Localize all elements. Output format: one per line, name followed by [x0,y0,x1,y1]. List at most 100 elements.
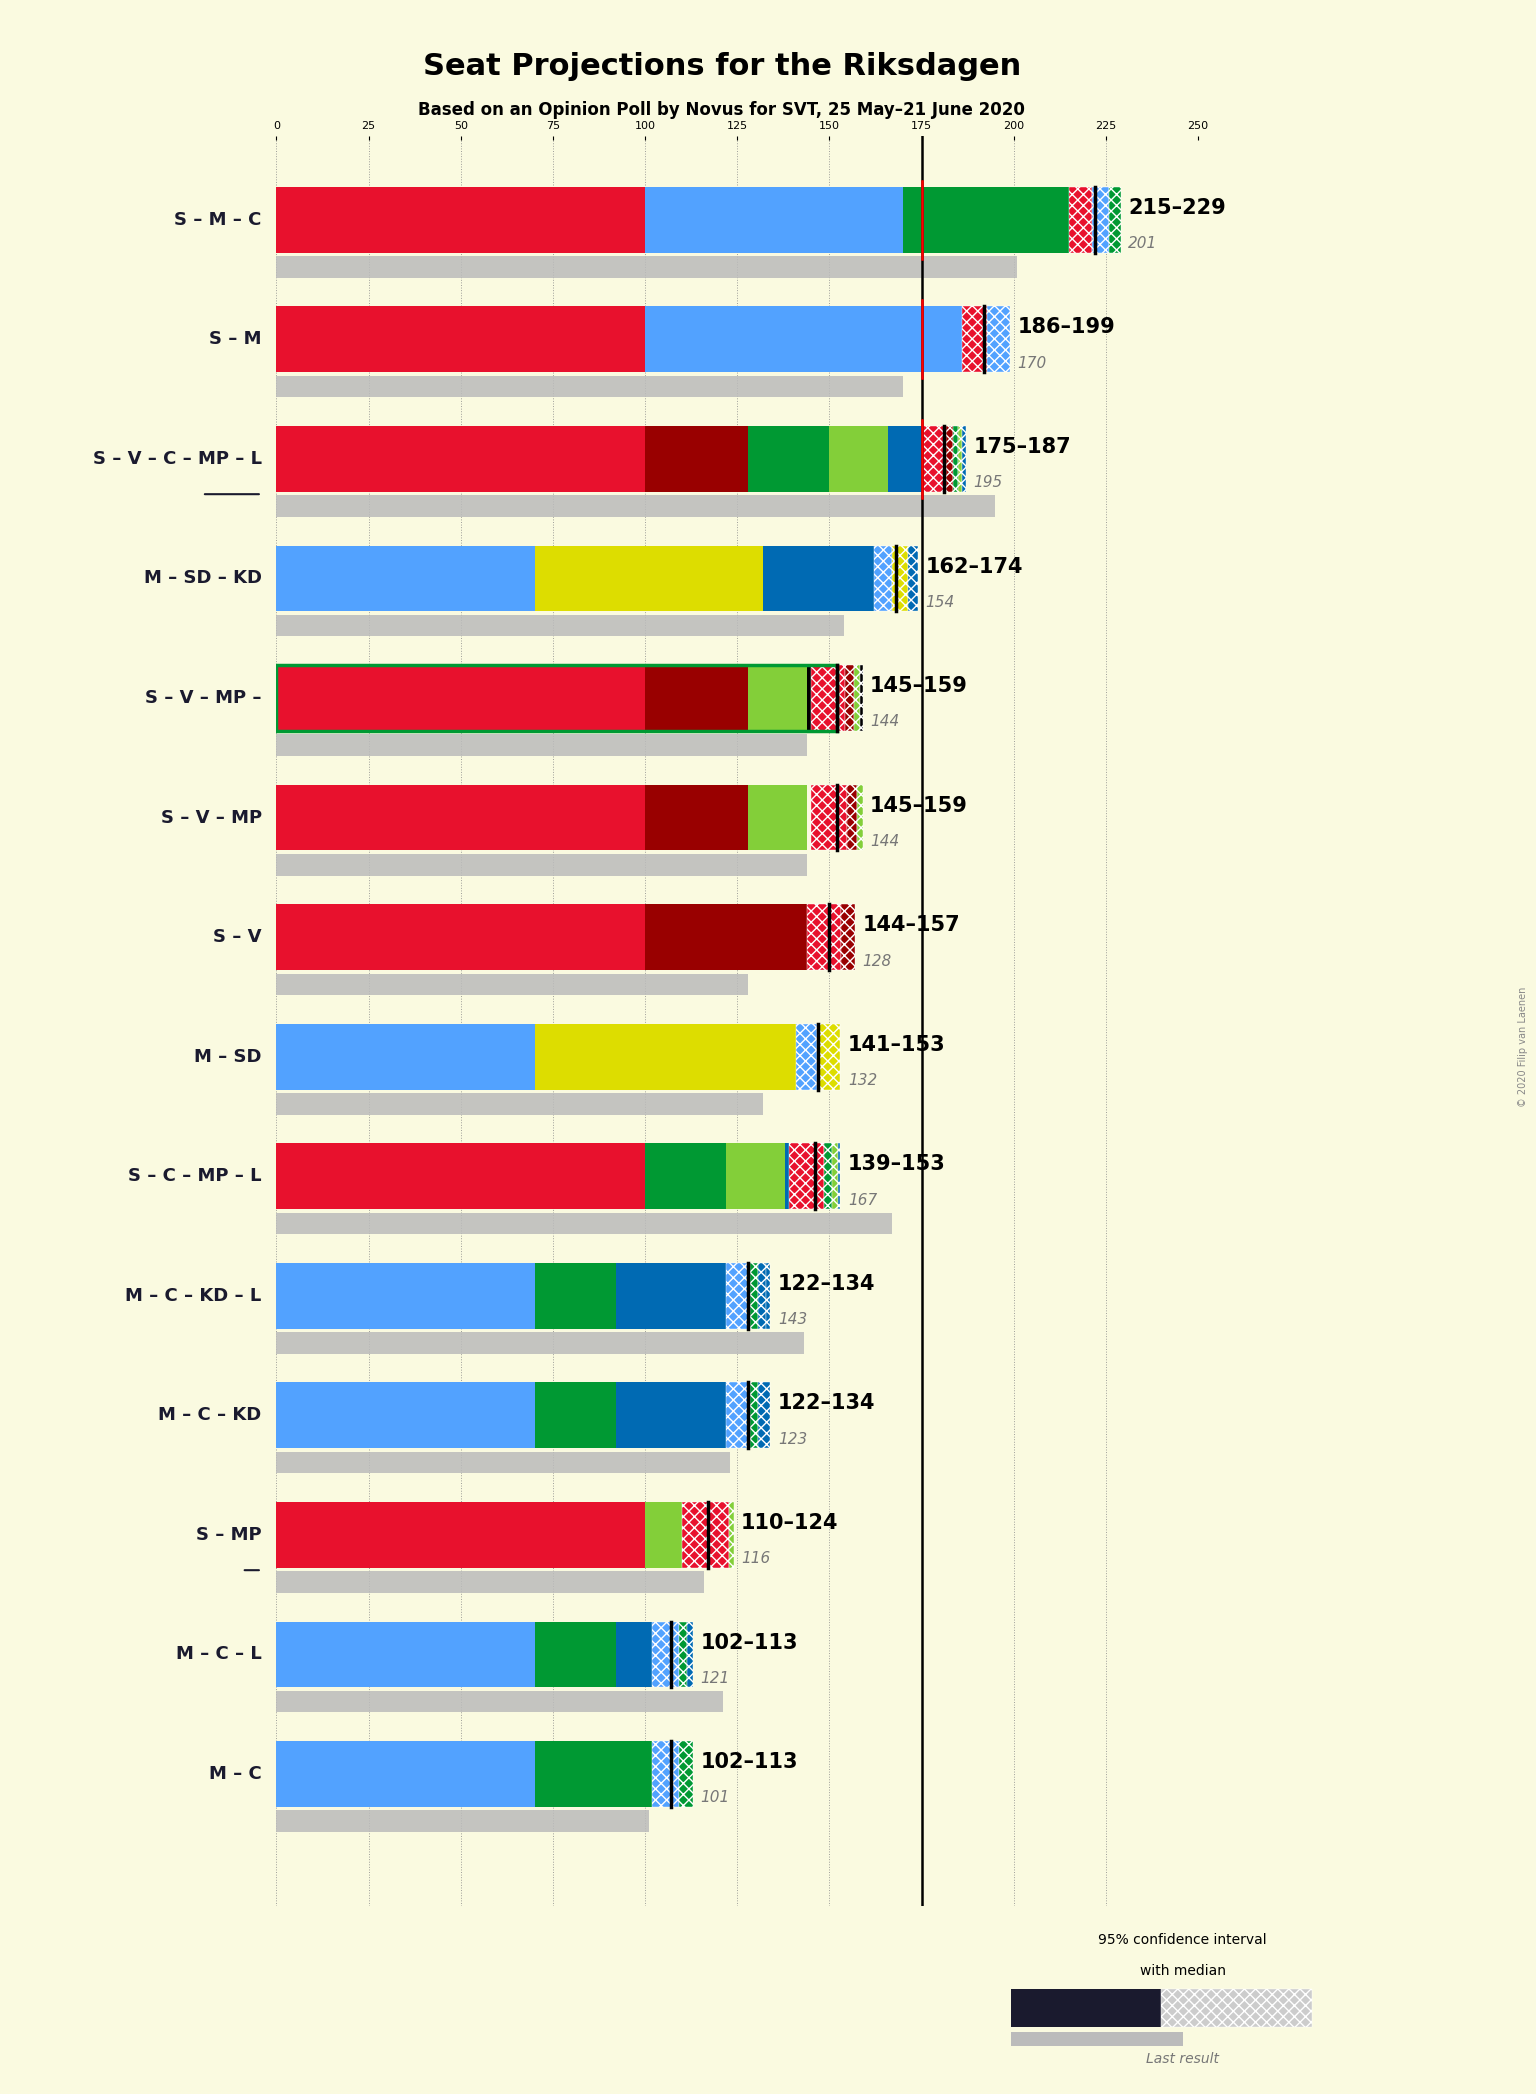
Bar [276,666,645,731]
Bar [922,496,995,517]
Text: 144–157: 144–157 [863,915,960,936]
Bar [1011,1989,1161,2027]
Bar [759,1212,819,1233]
Bar [276,1451,535,1474]
Bar [276,785,645,850]
Bar [645,255,903,279]
Bar [962,306,988,373]
Bar [535,547,763,611]
Bar [765,1263,771,1330]
Bar [808,666,837,731]
Bar [648,1332,730,1355]
Bar [276,1501,645,1568]
Bar [616,1382,748,1449]
Bar [829,425,888,492]
Bar [845,666,854,731]
Bar [276,1621,535,1688]
Bar [811,785,846,850]
Text: 144: 144 [869,714,899,729]
Text: S – V – C – MP – L: S – V – C – MP – L [92,450,261,467]
Bar [748,785,808,850]
Bar [645,785,748,850]
Bar [840,905,856,970]
Text: 186–199: 186–199 [1017,318,1115,337]
Bar [276,425,645,492]
Bar [988,306,1011,373]
Text: M – SD – KD: M – SD – KD [144,570,261,588]
Text: S – M – C: S – M – C [175,211,261,228]
Bar [952,425,958,492]
Bar [748,496,863,517]
Bar [535,1382,616,1449]
Text: 162–174: 162–174 [925,557,1023,576]
Bar [958,425,962,492]
Bar [276,905,645,970]
Bar [653,1740,679,1807]
Bar [892,547,908,611]
Bar [276,1024,535,1089]
Text: Seat Projections for the Riksdagen: Seat Projections for the Riksdagen [422,52,1021,82]
Bar [687,1621,693,1688]
Bar [276,1740,535,1807]
Text: © 2020 Filip van Laenen: © 2020 Filip van Laenen [1518,986,1528,1108]
Text: 116: 116 [740,1552,770,1566]
Bar [276,375,645,398]
Bar [874,547,892,611]
Bar [727,1143,785,1208]
Text: 167: 167 [848,1194,877,1208]
Bar [888,425,943,492]
Bar [727,1263,751,1330]
Bar [727,1382,751,1449]
Text: 154: 154 [925,595,954,609]
Text: 170: 170 [1017,356,1046,371]
Text: 195: 195 [974,475,1003,490]
Bar [854,666,860,731]
Bar [645,1212,759,1233]
Text: 143: 143 [777,1313,806,1328]
Text: M – C – KD – L: M – C – KD – L [126,1288,261,1305]
Bar [785,1143,811,1208]
Bar [276,974,645,995]
Bar [839,1143,840,1208]
Text: 175–187: 175–187 [974,438,1071,456]
Bar [276,186,645,253]
Text: 102–113: 102–113 [700,1633,797,1652]
Text: S – C – MP – L: S – C – MP – L [127,1166,261,1185]
Bar [535,1024,819,1089]
Bar [535,1692,648,1713]
Bar [748,425,829,492]
Bar [763,616,845,637]
Text: M – SD: M – SD [194,1047,261,1066]
Bar [759,1263,765,1330]
Bar [790,1143,825,1208]
Bar [276,1382,535,1449]
Bar [645,1501,682,1568]
Bar [751,1382,759,1449]
Bar [682,1501,730,1568]
Text: 122–134: 122–134 [777,1273,876,1294]
Bar [825,1143,833,1208]
Bar [535,1093,763,1114]
Text: 123: 123 [777,1432,806,1447]
Bar [860,666,863,731]
Bar [863,496,922,517]
Bar [679,1621,687,1688]
Bar [697,1263,748,1330]
Bar [276,496,645,517]
Text: 215–229: 215–229 [1127,197,1226,218]
Bar [808,905,840,970]
Bar [276,1570,645,1594]
Bar [653,1621,679,1688]
Text: S – M: S – M [209,331,261,348]
Bar [908,547,919,611]
Bar [645,1143,727,1208]
Text: Based on an Opinion Poll by Novus for SVT, 25 May–21 June 2020: Based on an Opinion Poll by Novus for SV… [418,101,1026,119]
Bar [616,1621,671,1688]
Bar [645,496,748,517]
Bar [276,255,645,279]
Bar [276,1263,535,1330]
Text: 101: 101 [700,1790,730,1805]
Text: 145–159: 145–159 [869,676,968,695]
Text: S – MP: S – MP [197,1527,261,1543]
Bar [276,616,535,637]
